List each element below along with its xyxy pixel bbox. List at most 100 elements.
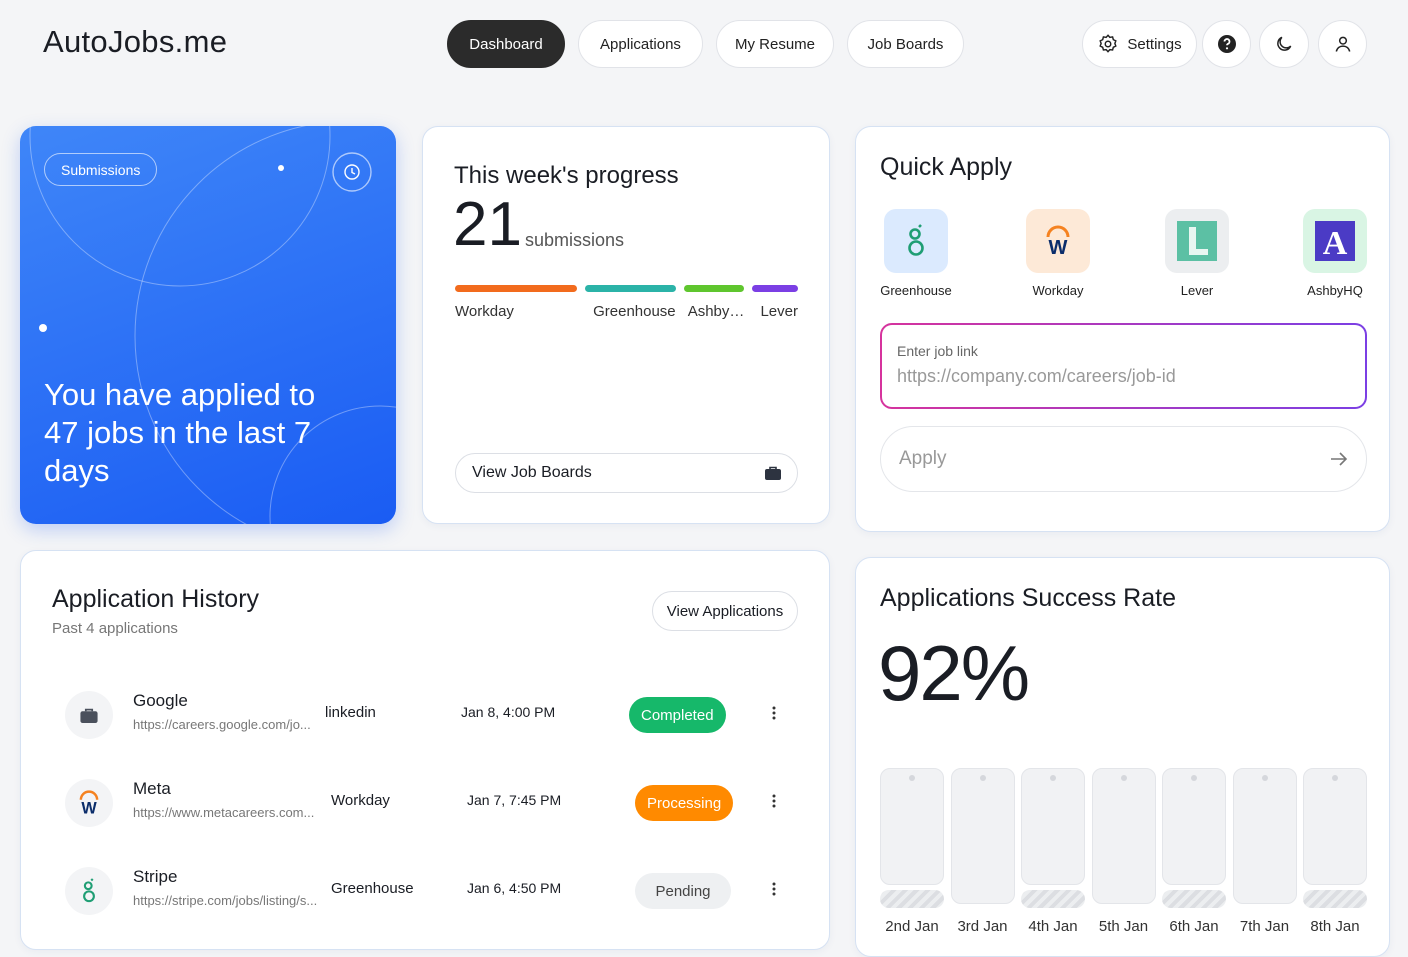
success-rate: 92% xyxy=(878,629,1030,717)
workday-tile[interactable]: W xyxy=(1026,209,1090,273)
view-job-boards-button[interactable]: View Job Boards xyxy=(455,453,798,493)
board-label: AshbyHQ xyxy=(1307,283,1363,298)
day-label: 4th Jan xyxy=(1028,918,1078,935)
progress-card: This week's progress 21 submissions Work… xyxy=(422,126,830,524)
svg-text:A: A xyxy=(1323,225,1348,261)
column-body xyxy=(1303,768,1367,885)
day-column: 4th Jan xyxy=(1021,768,1085,956)
progress-segment xyxy=(584,285,676,292)
lever-logo xyxy=(1177,221,1217,261)
segment-label: Lever xyxy=(760,303,798,320)
ashby-tile[interactable]: A xyxy=(1303,209,1367,273)
board-label: Workday xyxy=(1032,283,1084,298)
history-row[interactable]: Stripe https://stripe.com/jobs/listing/s… xyxy=(21,861,829,921)
settings-button[interactable]: Settings xyxy=(1082,20,1197,68)
row-icon xyxy=(65,867,113,915)
input-label: Enter job link xyxy=(897,343,978,359)
greenhouse-logo xyxy=(908,224,924,256)
nav-dashboard[interactable]: Dashboard xyxy=(447,20,565,68)
decoration xyxy=(29,126,396,524)
apply-label: Apply xyxy=(899,448,947,469)
progress-segment xyxy=(455,285,577,292)
day-label: 8th Jan xyxy=(1310,918,1360,935)
nav-job-boards[interactable]: Job Boards xyxy=(847,20,964,68)
column-dot xyxy=(1050,775,1056,781)
progress-segment xyxy=(683,285,745,292)
day-label: 6th Jan xyxy=(1169,918,1219,935)
progress-bar: Workday Greenhouse Ashby… Lever xyxy=(455,285,798,325)
segment-label: Ashby… xyxy=(687,303,745,320)
submissions-message: You have applied to 47 jobs in the last … xyxy=(44,377,316,488)
quick-apply-card: Quick Apply Greenhouse W Workday Lever A… xyxy=(855,126,1390,532)
nav-resume[interactable]: My Resume xyxy=(716,20,834,68)
history-row[interactable]: W Meta https://www.metacareers.com... Wo… xyxy=(21,773,829,833)
gear-icon xyxy=(1099,34,1118,53)
source: Greenhouse xyxy=(331,880,414,897)
column-dot xyxy=(1261,775,1268,781)
history-row[interactable]: Google https://careers.google.com/jo... … xyxy=(21,685,829,745)
date: Jan 7, 7:45 PM xyxy=(467,792,562,808)
quick-apply-title: Quick Apply xyxy=(880,153,1013,181)
row-icon xyxy=(65,691,113,739)
company: Google xyxy=(133,691,188,710)
column-dot xyxy=(1191,775,1197,781)
input-placeholder: https://company.com/careers/job-id xyxy=(897,366,1176,386)
help-button[interactable] xyxy=(1202,20,1251,68)
svg-text:W: W xyxy=(1049,237,1068,257)
workday-logo: W xyxy=(79,790,99,816)
date: Jan 8, 4:00 PM xyxy=(461,704,556,720)
more-icon[interactable] xyxy=(769,701,779,725)
board-label: Lever xyxy=(1180,283,1214,298)
profile-button[interactable] xyxy=(1318,20,1367,68)
settings-label: Settings xyxy=(1127,35,1182,53)
submission-count: 21 xyxy=(453,190,522,259)
date: Jan 6, 4:50 PM xyxy=(467,880,562,896)
source: Workday xyxy=(331,792,390,809)
theme-button[interactable] xyxy=(1259,20,1309,68)
column-stripe xyxy=(1021,890,1085,908)
submission-unit: submissions xyxy=(525,230,625,250)
company: Meta xyxy=(133,779,171,798)
day-label: 5th Jan xyxy=(1098,918,1149,935)
view-applications-button[interactable]: View Applications xyxy=(652,591,798,631)
row-icon: W xyxy=(65,779,113,827)
column-body xyxy=(880,768,944,885)
arrow-icon xyxy=(1331,452,1348,466)
day-label: 3rd Jan xyxy=(957,918,1008,935)
user-icon xyxy=(1335,36,1350,52)
day-column: 5th Jan xyxy=(1091,768,1156,956)
logo[interactable]: AutoJobs.me xyxy=(43,24,228,59)
progress-title: This week's progress xyxy=(454,162,679,189)
greenhouse-tile[interactable] xyxy=(884,209,948,273)
nav-applications[interactable]: Applications xyxy=(578,20,703,68)
workday-logo: W xyxy=(1046,225,1070,257)
svg-text:W: W xyxy=(81,800,97,816)
column-dot xyxy=(909,775,915,781)
apply-button[interactable]: Apply xyxy=(880,426,1367,492)
column-dot xyxy=(1120,775,1127,781)
history-card: Application History Past 4 applications … xyxy=(20,550,830,950)
greenhouse-logo xyxy=(83,878,95,903)
clock-icon xyxy=(332,152,372,192)
column-body xyxy=(950,768,1015,904)
source: linkedin xyxy=(325,704,376,721)
board-label: Greenhouse xyxy=(880,283,952,298)
progress-segment xyxy=(752,285,798,292)
column-stripe xyxy=(880,890,944,908)
day-column: 7th Jan xyxy=(1232,768,1297,956)
more-icon[interactable] xyxy=(769,877,779,901)
more-icon[interactable] xyxy=(769,789,779,813)
moon-icon xyxy=(1277,36,1292,51)
badge: Submissions xyxy=(44,153,158,186)
success-title: Applications Success Rate xyxy=(880,584,1176,612)
url: https://careers.google.com/jo... xyxy=(133,717,311,732)
ashby-logo: A xyxy=(1315,221,1355,261)
column-stripe xyxy=(1162,890,1226,908)
company: Stripe xyxy=(133,867,178,886)
button-label: View Job Boards xyxy=(472,464,592,481)
briefcase-icon xyxy=(765,466,781,480)
job-link-input[interactable]: Enter job link https://company.com/caree… xyxy=(880,323,1367,409)
history-subtitle: Past 4 applications xyxy=(52,620,178,637)
lever-tile[interactable] xyxy=(1165,209,1229,273)
day-column: 2nd Jan xyxy=(880,768,944,956)
